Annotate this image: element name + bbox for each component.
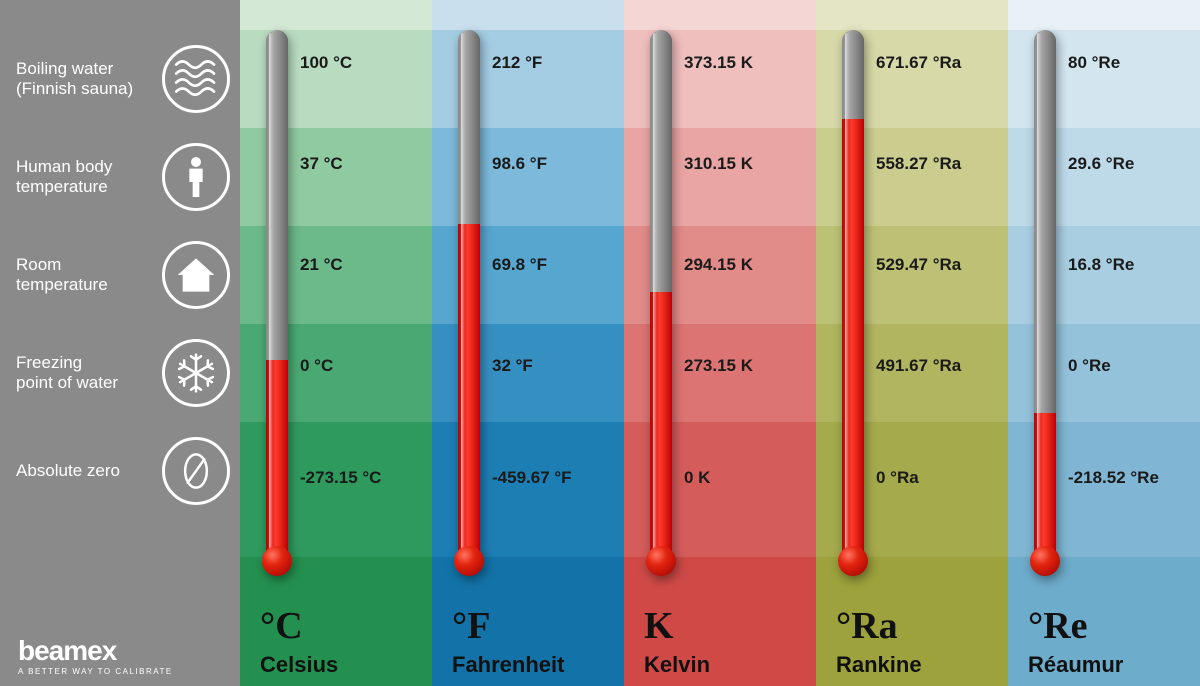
tick-kelvin-boiling: 373.15 K (684, 53, 753, 73)
unit-symbol-kelvin: K (644, 604, 816, 648)
scale-col-fahrenheit: 212 °F 98.6 °F 69.8 °F 32 °F -459.67 °F °F Fah… (432, 0, 624, 686)
tick-fahrenheit-abszero: -459.67 °F (492, 468, 572, 488)
tick-celsius-freezing: 0 °C (300, 356, 333, 376)
sidebar: Boiling water(Finnish sauna) Human bodyte… (0, 0, 240, 686)
thermometer-bulb (454, 546, 484, 576)
scale-col-rankine: 671.67 °Ra 558.27 °Ra 529.47 °Ra 491.67 °Ra… (816, 0, 1008, 686)
unit-block-rankine: °Ra Rankine (816, 604, 1008, 678)
tick-reaumur-room: 16.8 °Re (1068, 255, 1134, 275)
unit-name-reaumur: Réaumur (1028, 652, 1200, 678)
tick-rankine-abszero: 0 °Ra (876, 468, 919, 488)
unit-name-rankine: Rankine (836, 652, 1008, 678)
tick-reaumur-boiling: 80 °Re (1068, 53, 1120, 73)
thermometer-fahrenheit (454, 30, 484, 576)
unit-symbol-reaumur: °Re (1028, 604, 1200, 648)
tick-fahrenheit-freezing: 32 °F (492, 356, 533, 376)
brand-logo: beamex A BETTER WAY TO CALIBRATE (18, 637, 173, 676)
ref-row-boiling: Boiling water(Finnish sauna) (0, 30, 240, 128)
thermometer-bulb (1030, 546, 1060, 576)
tick-rankine-boiling: 671.67 °Ra (876, 53, 961, 73)
thermometer-rankine (838, 30, 868, 576)
snowflake-icon (162, 339, 230, 407)
color-band (816, 0, 1008, 30)
tick-reaumur-freezing: 0 °Re (1068, 356, 1111, 376)
tick-rankine-room: 529.47 °Ra (876, 255, 961, 275)
tick-reaumur-abszero: -218.52 °Re (1068, 468, 1159, 488)
logo-tagline: A BETTER WAY TO CALIBRATE (18, 667, 173, 676)
unit-symbol-celsius: °C (260, 604, 432, 648)
unit-name-fahrenheit: Fahrenheit (452, 652, 624, 678)
tick-reaumur-body: 29.6 °Re (1068, 154, 1134, 174)
tick-rankine-freezing: 491.67 °Ra (876, 356, 961, 376)
tick-celsius-boiling: 100 °C (300, 53, 352, 73)
ref-label-freezing: Freezingpoint of water (16, 353, 158, 394)
color-band (1008, 0, 1200, 30)
tick-kelvin-body: 310.15 K (684, 154, 753, 174)
unit-block-kelvin: K Kelvin (624, 604, 816, 678)
thermometer-kelvin (646, 30, 676, 576)
tick-celsius-abszero: -273.15 °C (300, 468, 381, 488)
color-band (432, 0, 624, 30)
thermometer-bulb (262, 546, 292, 576)
ref-row-room: Roomtemperature (0, 226, 240, 324)
tick-kelvin-room: 294.15 K (684, 255, 753, 275)
house-icon (162, 241, 230, 309)
tick-rankine-body: 558.27 °Ra (876, 154, 961, 174)
color-band (240, 0, 432, 30)
ref-label-room: Roomtemperature (16, 255, 158, 296)
thermometer-celsius (262, 30, 292, 576)
logo-text: beamex (18, 637, 173, 665)
tick-kelvin-freezing: 273.15 K (684, 356, 753, 376)
ref-label-boiling: Boiling water(Finnish sauna) (16, 59, 158, 100)
ref-row-body: Human bodytemperature (0, 128, 240, 226)
thermometer-bulb (838, 546, 868, 576)
tick-fahrenheit-boiling: 212 °F (492, 53, 542, 73)
unit-symbol-fahrenheit: °F (452, 604, 624, 648)
waves-icon (162, 45, 230, 113)
unit-name-kelvin: Kelvin (644, 652, 816, 678)
thermometer-reaumur (1030, 30, 1060, 576)
scale-col-celsius: 100 °C 37 °C 21 °C 0 °C -273.15 °C °C Celsius (240, 0, 432, 686)
ref-label-abszero: Absolute zero (16, 461, 158, 481)
thermometer-bulb (646, 546, 676, 576)
tick-celsius-body: 37 °C (300, 154, 343, 174)
unit-symbol-rankine: °Ra (836, 604, 1008, 648)
unit-block-celsius: °C Celsius (240, 604, 432, 678)
person-icon (162, 143, 230, 211)
scale-col-reaumur: 80 °Re 29.6 °Re 16.8 °Re 0 °Re -218.52 °Re °R… (1008, 0, 1200, 686)
unit-block-reaumur: °Re Réaumur (1008, 604, 1200, 678)
tick-celsius-room: 21 °C (300, 255, 343, 275)
unit-block-fahrenheit: °F Fahrenheit (432, 604, 624, 678)
scales-container: 100 °C37 °C21 °C0 °C-273.15 °C°CCelsius2… (240, 0, 1200, 686)
ref-row-freezing: Freezingpoint of water (0, 324, 240, 422)
tick-fahrenheit-room: 69.8 °F (492, 255, 547, 275)
tick-fahrenheit-body: 98.6 °F (492, 154, 547, 174)
color-band (624, 0, 816, 30)
unit-name-celsius: Celsius (260, 652, 432, 678)
tick-kelvin-abszero: 0 K (684, 468, 710, 488)
ref-label-body: Human bodytemperature (16, 157, 158, 198)
scale-col-kelvin: 373.15 K 310.15 K 294.15 K 273.15 K 0 K K Kelv… (624, 0, 816, 686)
zero-icon (162, 437, 230, 505)
ref-row-abszero: Absolute zero (0, 422, 240, 520)
